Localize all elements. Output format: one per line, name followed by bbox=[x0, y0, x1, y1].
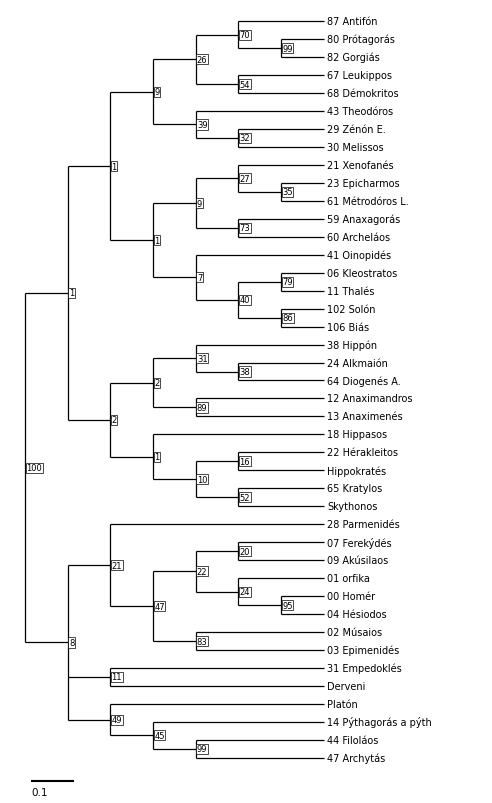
Text: 1: 1 bbox=[69, 289, 74, 298]
Text: 86: 86 bbox=[282, 314, 293, 323]
Text: 13 Anaximenés: 13 Anaximenés bbox=[327, 412, 403, 422]
Text: 99: 99 bbox=[197, 744, 207, 753]
Text: 01 orfika: 01 orfika bbox=[327, 573, 370, 584]
Text: 06 Kleostratos: 06 Kleostratos bbox=[327, 268, 398, 279]
Text: 32: 32 bbox=[240, 134, 250, 143]
Text: 22 Hérakleitos: 22 Hérakleitos bbox=[327, 448, 398, 458]
Text: 1: 1 bbox=[112, 162, 117, 171]
Text: 38 Hippón: 38 Hippón bbox=[327, 340, 377, 350]
Text: 73: 73 bbox=[240, 224, 250, 233]
Text: 04 Hésiodos: 04 Hésiodos bbox=[327, 609, 387, 619]
Text: 29 Zénón E.: 29 Zénón E. bbox=[327, 124, 386, 135]
Text: Skythonos: Skythonos bbox=[327, 502, 377, 512]
Text: 65 Kratylos: 65 Kratylos bbox=[327, 483, 382, 494]
Text: 61 Métrodóros L.: 61 Métrodóros L. bbox=[327, 197, 409, 206]
Text: 31: 31 bbox=[197, 354, 208, 363]
Text: 82 Gorgiás: 82 Gorgiás bbox=[327, 53, 380, 63]
Text: 16: 16 bbox=[240, 457, 250, 467]
Text: 54: 54 bbox=[240, 80, 250, 89]
Text: 7: 7 bbox=[197, 273, 202, 283]
Text: 60 Archeláos: 60 Archeláos bbox=[327, 232, 390, 243]
Text: 02 Músaios: 02 Músaios bbox=[327, 627, 382, 638]
Text: 23 Epicharmos: 23 Epicharmos bbox=[327, 178, 400, 189]
Text: 9: 9 bbox=[154, 88, 159, 97]
Text: 03 Epimenidés: 03 Epimenidés bbox=[327, 645, 400, 655]
Text: 2: 2 bbox=[154, 379, 159, 388]
Text: 12 Anaximandros: 12 Anaximandros bbox=[327, 394, 413, 404]
Text: 44 Filoláos: 44 Filoláos bbox=[327, 735, 378, 745]
Text: 67 Leukippos: 67 Leukippos bbox=[327, 71, 392, 81]
Text: 0.1: 0.1 bbox=[31, 788, 48, 797]
Text: 30 Melissos: 30 Melissos bbox=[327, 143, 384, 153]
Text: 11: 11 bbox=[112, 673, 122, 682]
Text: 106 Biás: 106 Biás bbox=[327, 322, 369, 332]
Text: 80 Prótagorás: 80 Prótagorás bbox=[327, 35, 395, 45]
Text: 26: 26 bbox=[197, 55, 208, 65]
Text: 52: 52 bbox=[240, 493, 250, 502]
Text: 09 Akúsilaos: 09 Akúsilaos bbox=[327, 556, 389, 565]
Text: Platón: Platón bbox=[327, 699, 358, 709]
Text: 14 Pýthagorás a pýth: 14 Pýthagorás a pýth bbox=[327, 716, 432, 728]
Text: 20: 20 bbox=[240, 547, 250, 556]
Text: 9: 9 bbox=[197, 199, 202, 208]
Text: 10: 10 bbox=[197, 475, 207, 484]
Text: 68 Démokritos: 68 Démokritos bbox=[327, 89, 399, 99]
Text: 24 Alkmaión: 24 Alkmaión bbox=[327, 358, 388, 368]
Text: 102 Solón: 102 Solón bbox=[327, 304, 376, 314]
Text: 70: 70 bbox=[240, 31, 250, 40]
Text: 00 Homér: 00 Homér bbox=[327, 591, 375, 601]
Text: 1: 1 bbox=[154, 236, 159, 245]
Text: 2: 2 bbox=[112, 416, 117, 425]
Text: 8: 8 bbox=[69, 638, 74, 647]
Text: Derveni: Derveni bbox=[327, 681, 366, 691]
Text: 47 Archytás: 47 Archytás bbox=[327, 752, 385, 763]
Text: 99: 99 bbox=[282, 44, 293, 54]
Text: 79: 79 bbox=[282, 278, 293, 287]
Text: 40: 40 bbox=[240, 296, 250, 305]
Text: 100: 100 bbox=[26, 463, 42, 473]
Text: 45: 45 bbox=[154, 731, 165, 740]
Text: 21 Xenofanés: 21 Xenofanés bbox=[327, 161, 394, 171]
Text: 47: 47 bbox=[154, 602, 165, 611]
Text: Hippokratés: Hippokratés bbox=[327, 466, 386, 476]
Text: 49: 49 bbox=[112, 715, 122, 724]
Text: 95: 95 bbox=[282, 601, 293, 609]
Text: 87 Antifón: 87 Antifón bbox=[327, 17, 378, 27]
Text: 35: 35 bbox=[282, 188, 293, 197]
Text: 22: 22 bbox=[197, 567, 207, 577]
Text: 83: 83 bbox=[197, 637, 208, 646]
Text: 89: 89 bbox=[197, 403, 208, 413]
Text: 43 Theodóros: 43 Theodóros bbox=[327, 107, 393, 116]
Text: 11 Thalés: 11 Thalés bbox=[327, 287, 374, 296]
Text: 07 Ferekýdés: 07 Ferekýdés bbox=[327, 537, 392, 548]
Text: 59 Anaxagorás: 59 Anaxagorás bbox=[327, 214, 400, 225]
Text: 41 Oinopidés: 41 Oinopidés bbox=[327, 251, 391, 261]
Text: 31 Empedoklés: 31 Empedoklés bbox=[327, 663, 402, 674]
Text: 24: 24 bbox=[240, 587, 250, 597]
Text: 27: 27 bbox=[240, 174, 250, 184]
Text: 21: 21 bbox=[112, 561, 122, 570]
Text: 28 Parmenidés: 28 Parmenidés bbox=[327, 520, 400, 530]
Text: 39: 39 bbox=[197, 120, 208, 130]
Text: 64 Diogenés A.: 64 Diogenés A. bbox=[327, 376, 401, 386]
Text: 1: 1 bbox=[154, 453, 159, 462]
Text: 18 Hippasos: 18 Hippasos bbox=[327, 430, 387, 440]
Text: 38: 38 bbox=[240, 368, 250, 377]
